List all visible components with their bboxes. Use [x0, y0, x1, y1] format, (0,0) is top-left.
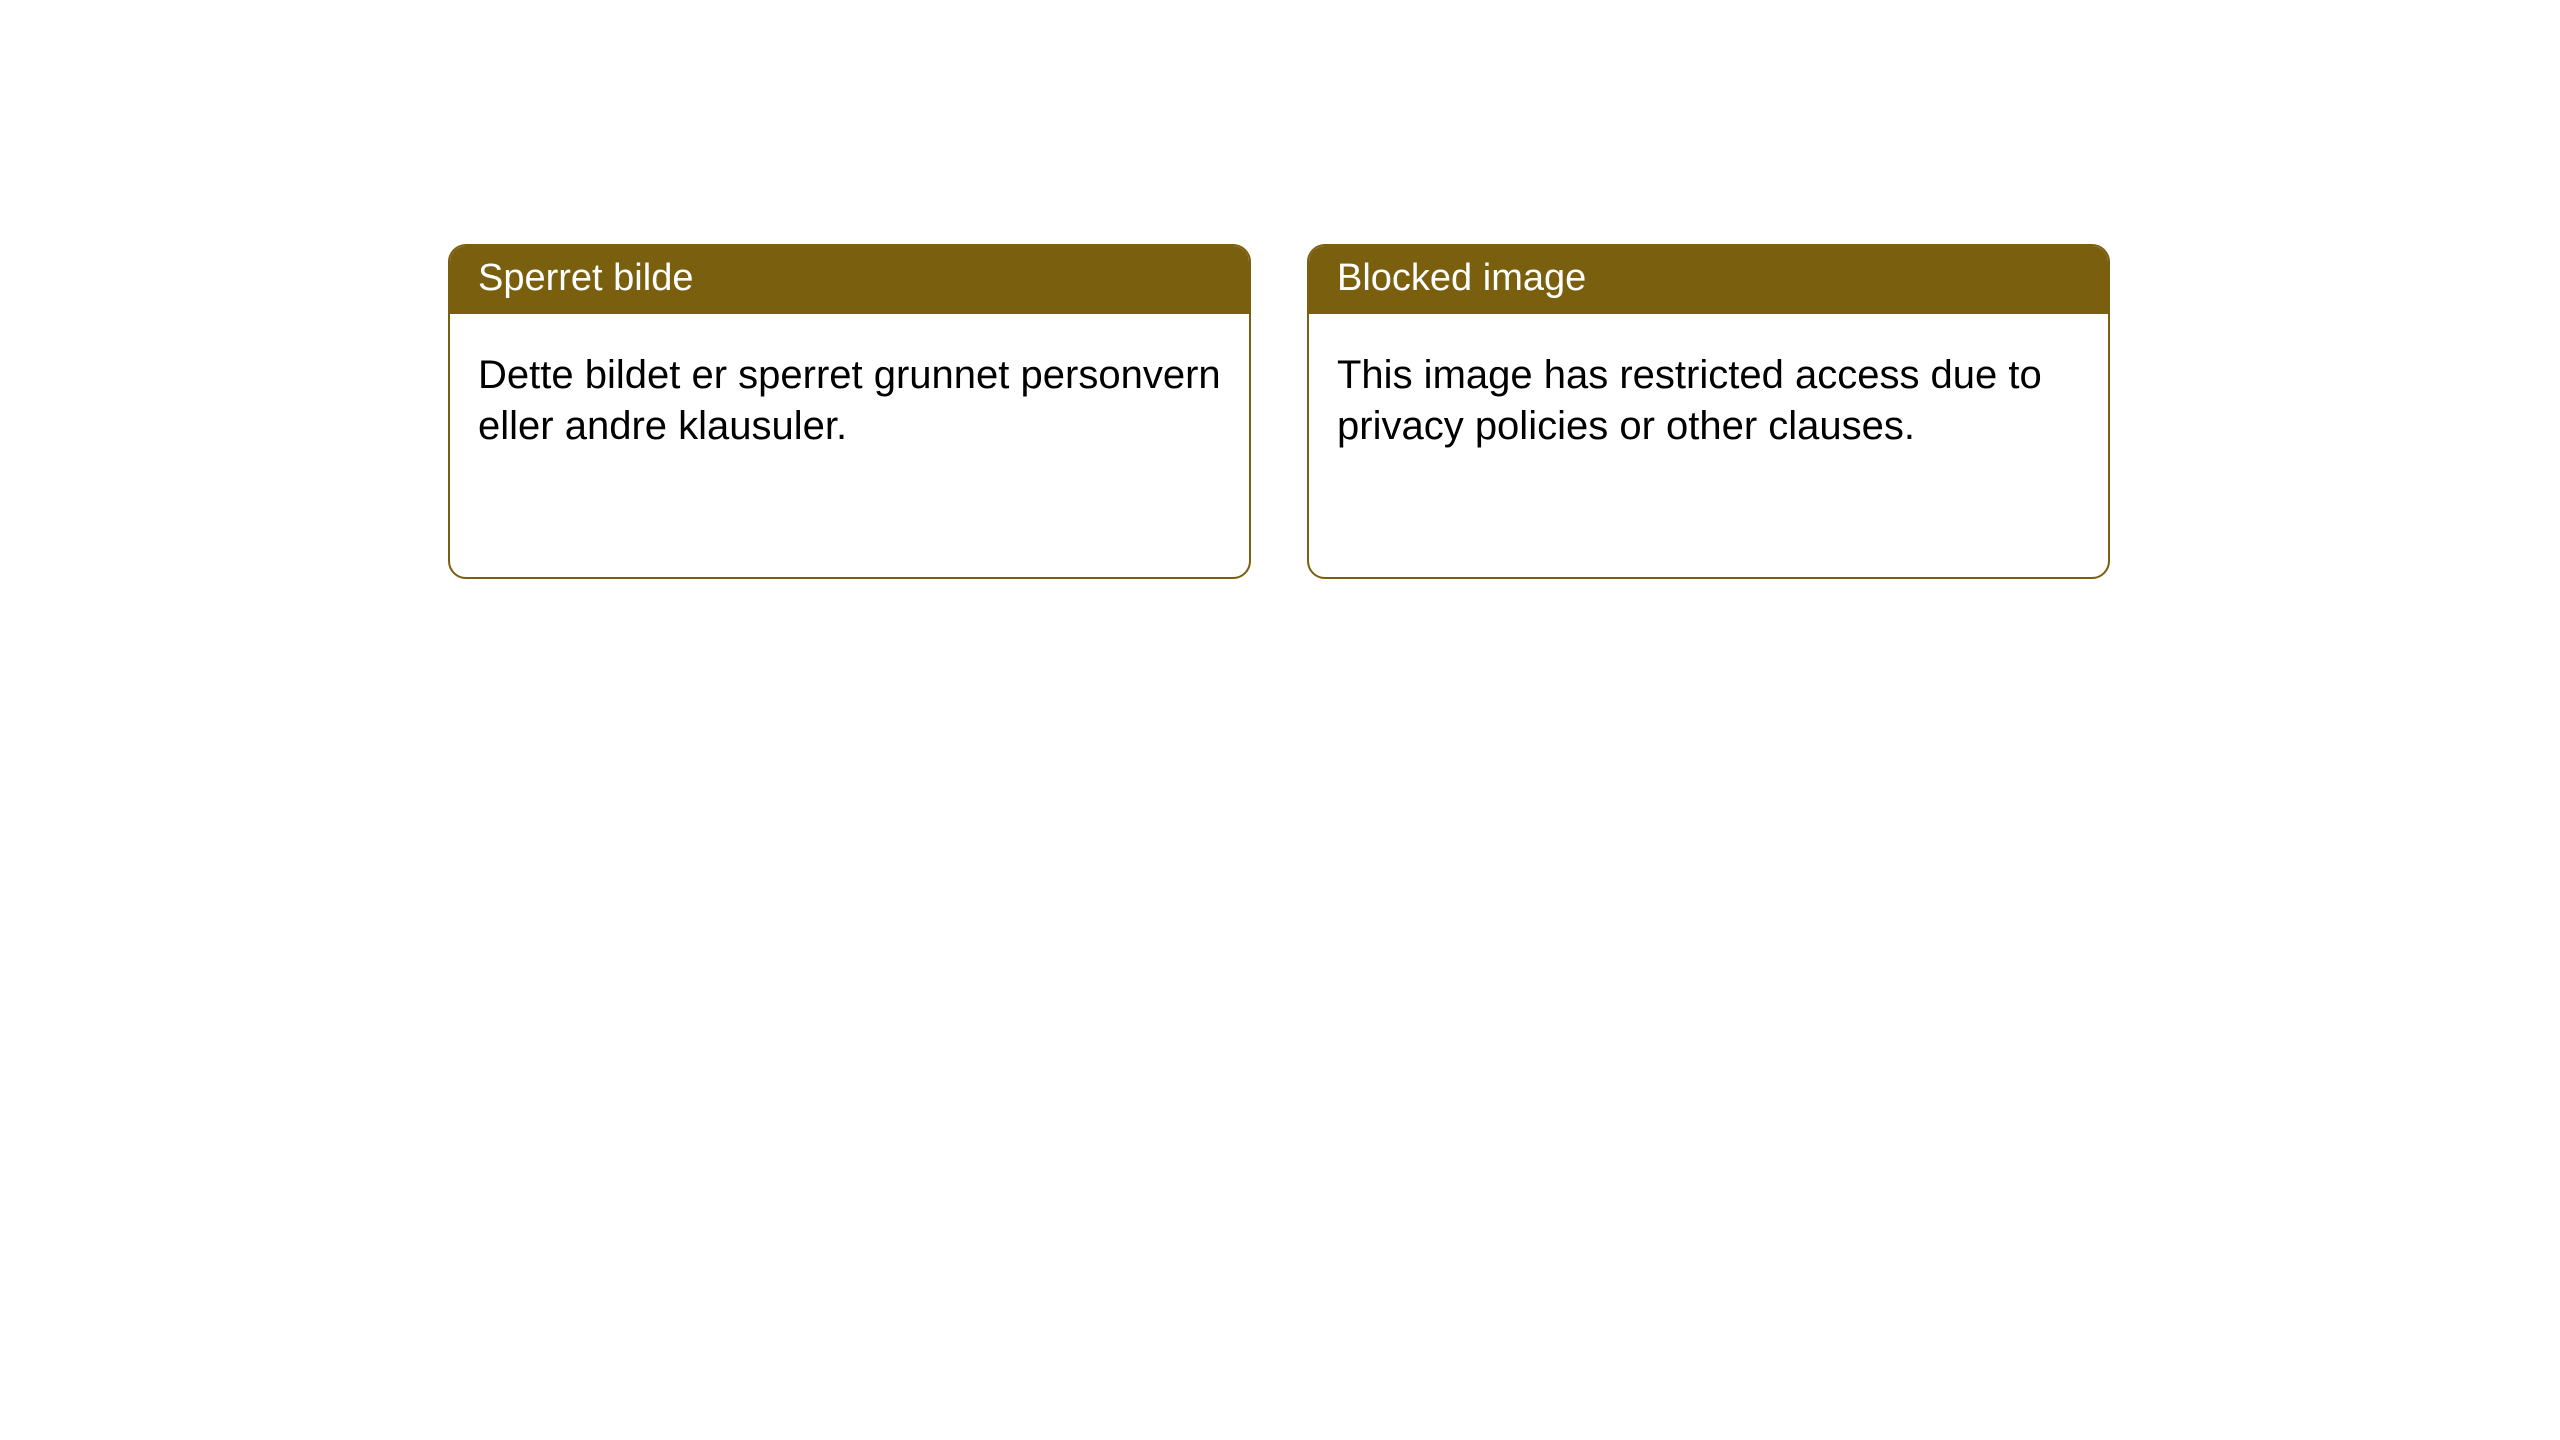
panels-container: Sperret bilde Dette bildet er sperret gr…: [0, 0, 2560, 579]
panel-header-en: Blocked image: [1309, 246, 2108, 314]
blocked-image-panel-en: Blocked image This image has restricted …: [1307, 244, 2110, 579]
panel-body-en: This image has restricted access due to …: [1309, 314, 2108, 488]
panel-header-no: Sperret bilde: [450, 246, 1249, 314]
panel-body-no: Dette bildet er sperret grunnet personve…: [450, 314, 1249, 488]
blocked-image-panel-no: Sperret bilde Dette bildet er sperret gr…: [448, 244, 1251, 579]
